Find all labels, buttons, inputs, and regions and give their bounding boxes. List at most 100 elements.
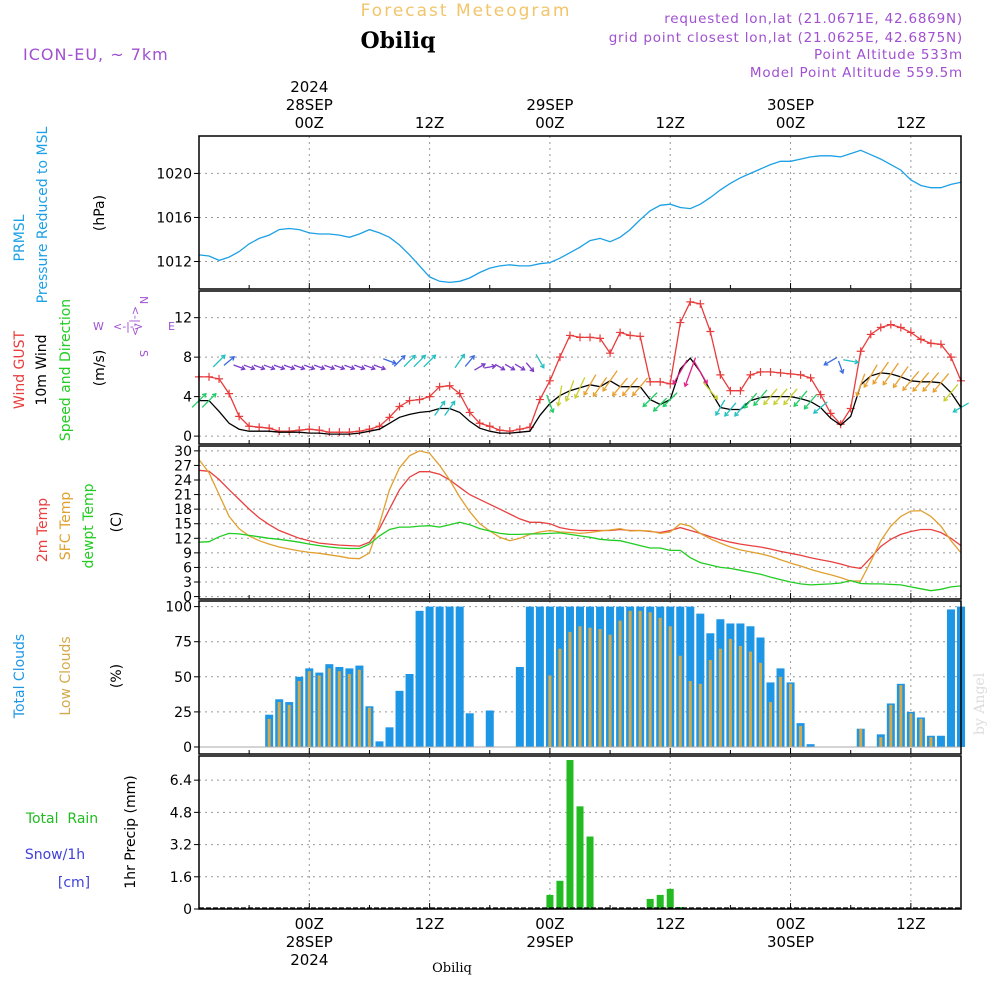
sfc-temp-line xyxy=(198,450,962,582)
total-cloud-bar xyxy=(435,606,444,747)
gust-marker xyxy=(806,373,815,382)
y-tick-label: 18 xyxy=(174,502,192,518)
credit-watermark: by Angel xyxy=(972,672,988,735)
total-cloud-bar xyxy=(686,606,695,747)
wind-arrow xyxy=(283,364,295,370)
y-tick-label: 12 xyxy=(174,531,192,547)
gust-marker xyxy=(565,331,574,340)
gust-marker xyxy=(435,382,444,391)
wind-arrow xyxy=(932,373,950,393)
gust-marker xyxy=(576,333,584,342)
gust-marker xyxy=(886,320,895,329)
pressure-panel: PRMSL Pressure Reduced to MSL (hPa) 1012… xyxy=(12,126,962,303)
gust-marker xyxy=(896,323,905,332)
gust-marker xyxy=(425,392,434,401)
gust-marker xyxy=(786,369,795,378)
low-cloud-bar xyxy=(347,673,351,747)
low-cloud-bar xyxy=(588,627,592,747)
gust-marker xyxy=(636,332,645,341)
gust-marker xyxy=(746,370,755,379)
wind-arrow xyxy=(813,401,828,414)
wind-arrow xyxy=(773,388,788,405)
wind-arrow-head xyxy=(621,391,627,397)
wind-arrow xyxy=(565,380,575,402)
gust-marker xyxy=(696,299,705,308)
wind-arrow-head xyxy=(539,363,545,369)
panel-frame xyxy=(198,290,962,445)
low-cloud-bar xyxy=(929,737,933,747)
low-cloud-bar xyxy=(568,631,572,747)
wind-arrow-head xyxy=(882,380,888,386)
total-cloud-bar xyxy=(525,606,534,747)
wind-arrow xyxy=(702,381,718,400)
wind-arrow-head xyxy=(662,402,668,408)
wind-arrow-head xyxy=(270,365,276,371)
dewpt-temp-line xyxy=(198,521,962,592)
wind-arrow xyxy=(557,385,563,406)
low-cloud-bar xyxy=(758,662,762,747)
panel-frame xyxy=(198,445,962,600)
compass-arrows: <-|-> xyxy=(113,320,143,333)
wind-arrow xyxy=(902,371,920,391)
wind-arrow xyxy=(882,362,899,386)
gust-marker xyxy=(606,349,615,358)
wind-arrow-head xyxy=(672,379,678,385)
wind-arrow-head xyxy=(491,363,497,370)
total-cloud-bar xyxy=(455,606,464,747)
low-cloud-bar xyxy=(287,704,291,747)
wind-arrow xyxy=(783,388,798,405)
wind-arrow-head xyxy=(370,365,376,371)
wind-arrow-head xyxy=(783,400,789,406)
gust-marker xyxy=(856,347,865,356)
low-cloud-bar xyxy=(357,669,361,747)
wind-arrow-head xyxy=(220,354,226,360)
y-tick-label: 12 xyxy=(174,311,192,327)
wind-arrow xyxy=(504,363,515,371)
wind-arrow-head xyxy=(470,354,475,360)
top-time-label: 12Z xyxy=(896,114,925,132)
wind-ylabel: (m/s) xyxy=(92,350,108,387)
wind-arrow-head xyxy=(230,356,236,361)
wind-arrow-head xyxy=(290,365,296,371)
wind-arrow xyxy=(334,364,345,370)
top-time-label: 00Z xyxy=(535,114,564,132)
low-cloud-bar xyxy=(337,671,341,747)
total-cloud-bar xyxy=(696,613,705,747)
wind-arrow-head xyxy=(683,382,689,388)
wind-arrow-head xyxy=(793,402,799,408)
gust-marker xyxy=(475,419,484,428)
y-tick-label: 25 xyxy=(174,705,192,721)
wind-arrow-head xyxy=(642,402,648,408)
sfc-temp-title: SFC Temp xyxy=(58,492,74,561)
y-tick-label: 0 xyxy=(183,429,192,445)
wind-arrow xyxy=(363,364,375,370)
low-cloud-bar xyxy=(688,681,692,747)
wind-arrow xyxy=(525,362,534,372)
wind-arrow-head xyxy=(839,369,845,375)
wind-arrow xyxy=(454,354,465,369)
low-cloud-bar xyxy=(879,737,883,747)
y-tick-label: 100 xyxy=(165,600,192,616)
wind-arrow xyxy=(423,354,436,368)
2m-temp-line xyxy=(198,469,962,570)
low-cloud-bar xyxy=(668,626,672,747)
gust-marker xyxy=(776,368,785,377)
low-cloud-bar xyxy=(267,718,271,747)
gust-marker xyxy=(916,335,925,344)
wind-arrow xyxy=(382,358,397,364)
gust-marker xyxy=(505,427,514,436)
wind-arrow-head xyxy=(743,403,749,409)
low-clouds-title: Low Clouds xyxy=(58,636,74,715)
low-cloud-bar xyxy=(297,681,301,747)
gust-marker xyxy=(926,339,935,348)
low-cloud-bar xyxy=(698,683,702,747)
wind-arrow xyxy=(201,393,217,408)
gust-marker xyxy=(415,395,424,404)
total-cloud-bar xyxy=(465,713,474,747)
gust-marker xyxy=(465,408,474,417)
gust-marker xyxy=(205,372,214,381)
wind-arrow-head xyxy=(803,404,809,410)
prmsl-line xyxy=(198,149,962,284)
wind-arrow-head xyxy=(280,365,286,371)
